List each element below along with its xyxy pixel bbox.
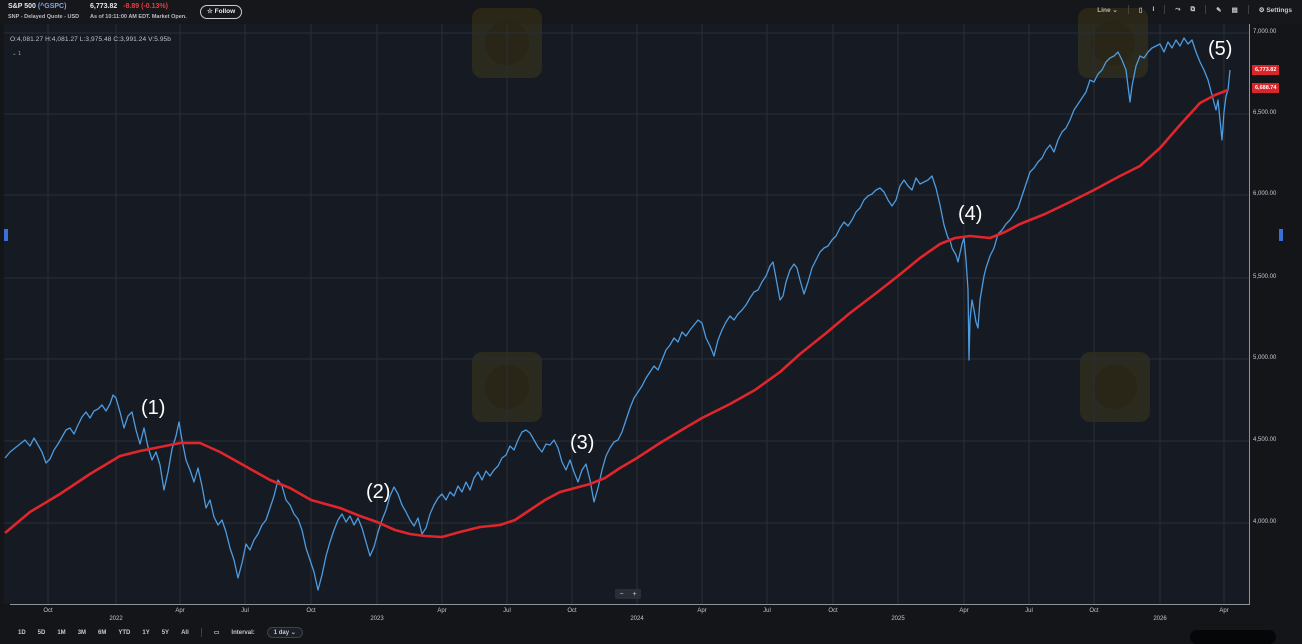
y-tick: 6,000.00 xyxy=(1253,191,1277,197)
last-price-tag: 6,773.82 xyxy=(1252,65,1280,75)
y-tick: 5,000.00 xyxy=(1253,355,1277,361)
follow-button[interactable]: ☆ Follow xyxy=(200,5,243,19)
range-ytd[interactable]: YTD xyxy=(118,629,131,636)
ticker-symbol: (^GSPC) xyxy=(37,3,67,10)
as-of-timestamp: As of 10:11:00 AM EDT. Market Open. xyxy=(90,14,187,20)
y-tick: 7,000.00 xyxy=(1253,29,1277,35)
right-scroll-handle[interactable] xyxy=(1279,229,1283,241)
grid-lines xyxy=(4,24,1249,604)
x-tick: Oct xyxy=(1089,608,1099,614)
range-selector: 1D 5D 1M 3M 6M YTD 1Y 5Y All ▭ Interval:… xyxy=(18,627,303,638)
range-1m[interactable]: 1M xyxy=(57,629,66,636)
columns-icon[interactable]: ▯ xyxy=(1138,6,1143,14)
x-tick: Apr xyxy=(437,608,447,614)
x-tick: Oct xyxy=(306,608,316,614)
x-tick: Oct xyxy=(567,608,577,614)
divider xyxy=(1247,5,1249,14)
quote-header: S&P 500 (^GSPC) SNP - Delayed Quote - US… xyxy=(0,0,1302,24)
y-tick: 4,500.00 xyxy=(1253,437,1277,443)
x-axis[interactable] xyxy=(0,604,1302,640)
divider xyxy=(200,628,202,637)
divider xyxy=(1164,5,1166,14)
x-tick: Oct xyxy=(828,608,838,614)
chart-type-dropdown[interactable]: Line ⌄ xyxy=(1097,6,1118,14)
range-all[interactable]: All xyxy=(181,629,189,636)
draw-icon[interactable]: ✎ xyxy=(1216,6,1222,14)
x-tick: Apr xyxy=(697,608,707,614)
zoom-in-button[interactable]: + xyxy=(632,590,637,598)
x-tick: Jul xyxy=(503,608,511,614)
x-tick: Apr xyxy=(1219,608,1229,614)
price-line xyxy=(4,37,1231,591)
range-5y[interactable]: 5Y xyxy=(161,629,170,636)
annotation-1: (1) xyxy=(141,397,166,419)
range-6m[interactable]: 6M xyxy=(98,629,107,636)
price-value: 6,773.82 xyxy=(90,3,118,10)
x-tick: Apr xyxy=(959,608,969,614)
y-tick: 5,500.00 xyxy=(1253,274,1277,280)
x-tick: Jul xyxy=(241,608,249,614)
range-5d[interactable]: 5D xyxy=(37,629,46,636)
left-scroll-handle[interactable] xyxy=(4,229,8,241)
annotation-4: (4) xyxy=(958,203,983,225)
range-1d[interactable]: 1D xyxy=(18,629,26,636)
interval-label: Interval: xyxy=(231,629,255,636)
x-tick: Oct xyxy=(43,608,53,614)
interval-dropdown[interactable]: 1 day ⌄ xyxy=(266,627,303,638)
symbol-title: S&P 500 (^GSPC) xyxy=(8,3,66,10)
y-tick: 4,000.00 xyxy=(1253,519,1277,525)
indicator-icon[interactable]: ⤳ xyxy=(1175,5,1181,13)
index-name: S&P 500 xyxy=(8,3,36,10)
x-year-tick: 2025 xyxy=(891,616,905,622)
sma-value-tag: 6,688.74 xyxy=(1252,83,1280,93)
x-year-tick: 2024 xyxy=(630,616,644,622)
calendar-icon[interactable]: ▭ xyxy=(213,630,220,636)
annotation-3: (3) xyxy=(570,432,595,454)
sma-line xyxy=(4,88,1229,539)
cursor-icon[interactable]: I xyxy=(1152,6,1155,13)
chart-toolbar: Line ⌄ ▯ I ⤳ ⧉ ✎ ▤ ⚙ Settings xyxy=(1097,5,1292,14)
y-axis[interactable] xyxy=(1249,24,1302,604)
divider xyxy=(1127,5,1129,14)
volume-toggle[interactable]: ⌄ 1 xyxy=(12,51,22,57)
x-tick: Apr xyxy=(175,608,185,614)
divider xyxy=(1205,5,1207,14)
settings-button[interactable]: ⚙ Settings xyxy=(1258,6,1292,14)
annotation-2: (2) xyxy=(366,481,391,503)
x-year-tick: 2023 xyxy=(370,616,384,622)
range-3m[interactable]: 3M xyxy=(77,629,87,636)
notification-pill[interactable] xyxy=(1190,630,1276,644)
current-price: 6,773.82 -8.89 (-0.13%) xyxy=(90,3,168,10)
x-year-tick: 2026 xyxy=(1153,616,1167,622)
range-1y[interactable]: 1Y xyxy=(142,629,150,636)
x-tick: Jul xyxy=(763,608,771,614)
quote-source: SNP - Delayed Quote - USD xyxy=(8,14,80,20)
y-tick: 6,500.00 xyxy=(1253,110,1277,116)
x-tick: Jul xyxy=(1025,608,1033,614)
layout-icon[interactable]: ▤ xyxy=(1231,6,1238,14)
zoom-out-button[interactable]: − xyxy=(619,590,624,598)
price-change: -8.89 (-0.13%) xyxy=(123,3,168,10)
x-year-tick: 2022 xyxy=(109,616,123,622)
compare-icon[interactable]: ⧉ xyxy=(1190,5,1196,13)
x-axis-line xyxy=(10,604,1250,605)
zoom-controls: − + xyxy=(615,589,641,599)
watermark-logo xyxy=(1080,352,1150,422)
annotation-5: (5) xyxy=(1208,38,1233,60)
ohlc-readout: O:4,081.27 H:4,081.27 L:3,975.48 C:3,991… xyxy=(10,36,171,43)
